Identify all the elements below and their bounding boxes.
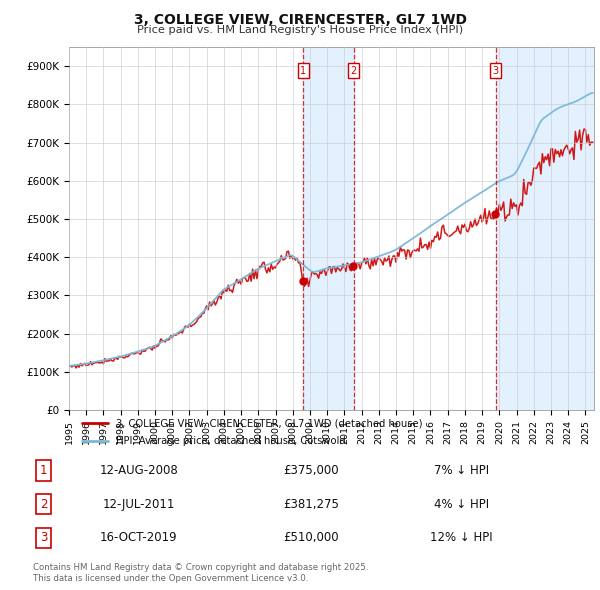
Text: £510,000: £510,000: [284, 531, 340, 545]
Text: £381,275: £381,275: [284, 497, 340, 511]
Text: 1: 1: [301, 66, 307, 76]
Text: 7% ↓ HPI: 7% ↓ HPI: [434, 464, 489, 477]
Text: 12-AUG-2008: 12-AUG-2008: [100, 464, 178, 477]
Text: 3: 3: [493, 66, 499, 76]
Text: HPI: Average price, detached house, Cotswold: HPI: Average price, detached house, Cots…: [116, 436, 346, 446]
Bar: [496, 47, 594, 410]
Text: 2: 2: [350, 66, 356, 76]
Text: £375,000: £375,000: [284, 464, 340, 477]
Bar: [304, 47, 353, 410]
Text: 12% ↓ HPI: 12% ↓ HPI: [430, 531, 493, 545]
Text: 3, COLLEGE VIEW, CIRENCESTER, GL7 1WD (detached house): 3, COLLEGE VIEW, CIRENCESTER, GL7 1WD (d…: [116, 418, 423, 428]
Text: 3, COLLEGE VIEW, CIRENCESTER, GL7 1WD: 3, COLLEGE VIEW, CIRENCESTER, GL7 1WD: [133, 13, 467, 27]
Text: Contains HM Land Registry data © Crown copyright and database right 2025.
This d: Contains HM Land Registry data © Crown c…: [33, 563, 368, 583]
Text: 1: 1: [40, 464, 47, 477]
Text: 4% ↓ HPI: 4% ↓ HPI: [434, 497, 489, 511]
Text: 3: 3: [40, 531, 47, 545]
Text: Price paid vs. HM Land Registry's House Price Index (HPI): Price paid vs. HM Land Registry's House …: [137, 25, 463, 35]
Text: 16-OCT-2019: 16-OCT-2019: [100, 531, 178, 545]
Text: 2: 2: [40, 497, 47, 511]
Text: 12-JUL-2011: 12-JUL-2011: [103, 497, 175, 511]
